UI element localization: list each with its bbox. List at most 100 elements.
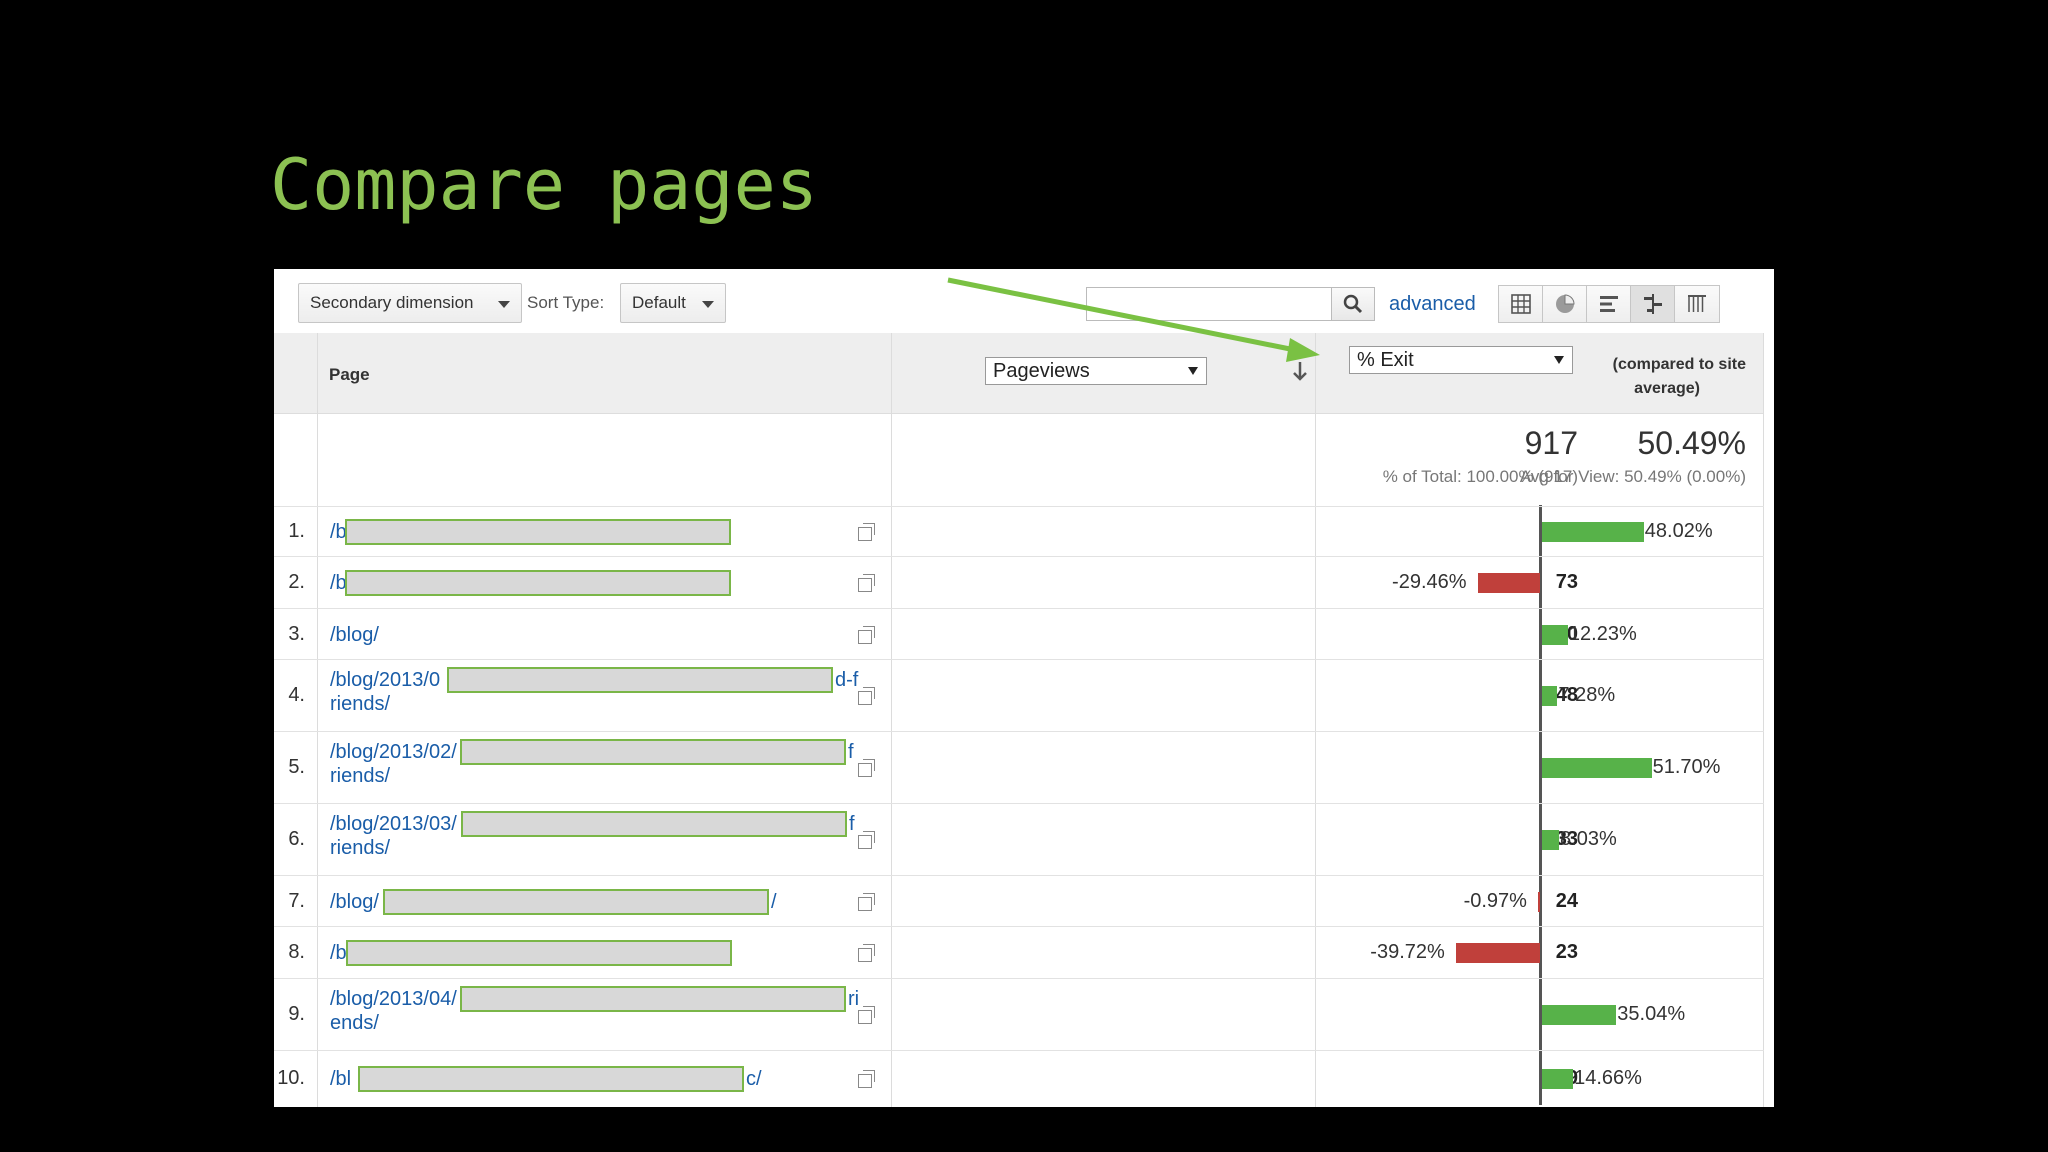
open-page-icon[interactable] xyxy=(858,1006,875,1024)
page-link-line2[interactable]: riends/ xyxy=(330,765,391,787)
page-link[interactable]: /blog/2013/02/ xyxy=(330,740,850,764)
positive-delta-bar xyxy=(1542,758,1652,778)
positive-delta-bar xyxy=(1542,625,1568,645)
delta-label: 35.04% xyxy=(1617,1003,1686,1025)
delta-label: 51.70% xyxy=(1652,756,1721,778)
table-row: 8. /b 23 -39.72% xyxy=(274,926,1764,979)
comparison-axis xyxy=(1539,505,1542,1105)
positive-delta-bar xyxy=(1542,522,1644,542)
sort-type-dropdown[interactable]: Default xyxy=(620,283,726,323)
table-row: 10. /bl c/1914.66% xyxy=(274,1050,1764,1106)
pageviews-value: 22 xyxy=(904,1003,1578,1026)
delta-label: 8.03% xyxy=(1560,828,1617,850)
page-link-line2[interactable]: ends/ xyxy=(330,1012,379,1034)
redaction-box xyxy=(345,570,731,596)
page-link[interactable]: /b xyxy=(330,941,850,965)
page-link[interactable]: /blog/2013/03/ xyxy=(330,812,850,836)
sort-descending-icon[interactable] xyxy=(1292,360,1308,382)
page-link[interactable]: /blog/ xyxy=(330,890,850,914)
chevron-down-icon xyxy=(702,301,714,308)
metric-select[interactable]: Pageviews xyxy=(985,357,1207,385)
pivot-view-icon xyxy=(1688,295,1706,312)
compare-metric-value: % Exit xyxy=(1357,349,1414,371)
open-page-icon[interactable] xyxy=(858,1070,875,1088)
redaction-box xyxy=(461,811,847,837)
table-row: 1. /b 95 48.02% xyxy=(274,506,1764,557)
page-link-suffix[interactable]: ri xyxy=(848,988,860,1010)
pageviews-value: 73 xyxy=(1555,571,1578,593)
page-link-suffix[interactable]: d-f xyxy=(835,669,859,691)
page-link-prefix: /blog/2013/04/ xyxy=(330,988,457,1010)
pageviews-total-sub: % of Total: 100.00% (917) xyxy=(1382,467,1578,486)
table-row: 3. /blog/6012.23% xyxy=(274,608,1764,660)
exit-total-sub: Avg for View: 50.49% (0.00%) xyxy=(1519,467,1746,486)
pageviews-value: 19 xyxy=(904,1067,1578,1090)
redaction-box xyxy=(345,519,731,545)
secondary-dimension-button[interactable]: Secondary dimension xyxy=(298,283,522,323)
pie-view-button[interactable] xyxy=(1543,286,1587,322)
view-switcher xyxy=(1498,285,1720,323)
open-page-icon[interactable] xyxy=(858,759,875,777)
page-link-suffix[interactable]: f xyxy=(848,741,854,763)
pageviews-value: 60 xyxy=(904,623,1578,646)
page-link[interactable]: /blog/2013/04/ xyxy=(330,987,850,1011)
advanced-filter-link[interactable]: advanced xyxy=(1389,293,1476,315)
pie-view-icon xyxy=(1555,294,1575,313)
page-link-prefix: /blog/ xyxy=(330,891,379,913)
page-link-suffix[interactable]: f xyxy=(849,813,855,835)
search-button[interactable] xyxy=(1331,287,1375,321)
compare-metric-select[interactable]: % Exit xyxy=(1349,346,1573,374)
chevron-down-icon xyxy=(498,301,510,308)
redaction-box xyxy=(346,940,732,966)
row-number: 8. xyxy=(288,941,305,963)
delta-label: 48.02% xyxy=(1644,520,1713,542)
negative-delta-bar xyxy=(1477,573,1540,593)
open-page-icon[interactable] xyxy=(858,626,875,644)
open-page-icon[interactable] xyxy=(858,523,875,541)
delta-label: -39.72% xyxy=(1370,941,1445,963)
page-link[interactable]: /bl xyxy=(330,1067,850,1091)
page-link[interactable]: /blog/ xyxy=(330,623,850,647)
table-row: 2. /b 73 -29.46% xyxy=(274,556,1764,609)
column-divider xyxy=(1763,333,1764,1107)
open-page-icon[interactable] xyxy=(858,893,875,911)
page-link[interactable]: /b xyxy=(330,520,850,544)
comparison-view-button[interactable] xyxy=(1631,286,1675,322)
open-page-icon[interactable] xyxy=(858,687,875,705)
row-number: 9. xyxy=(288,1003,305,1025)
pageviews-total: 917 xyxy=(1524,425,1578,461)
open-page-icon[interactable] xyxy=(858,574,875,592)
table-row: 7. /blog/ / 24 -0.97% xyxy=(274,875,1764,927)
slide-title: Compare pages xyxy=(270,144,818,226)
performance-view-button[interactable] xyxy=(1587,286,1631,322)
row-number: 10. xyxy=(277,1067,305,1089)
search-input[interactable] xyxy=(1086,287,1332,321)
page-link-suffix[interactable]: c/ xyxy=(746,1068,762,1090)
secondary-dimension-label: Secondary dimension xyxy=(310,293,474,312)
redaction-box xyxy=(358,1066,744,1092)
row-number: 2. xyxy=(288,571,305,593)
column-divider xyxy=(317,333,318,1107)
page-link-prefix: /bl xyxy=(330,1068,352,1090)
table-view-button[interactable] xyxy=(1499,286,1543,322)
page-link[interactable]: /b xyxy=(330,571,850,595)
sort-type-value: Default xyxy=(632,293,686,312)
pivot-view-button[interactable] xyxy=(1675,286,1719,322)
negative-delta-bar xyxy=(1455,943,1540,963)
redaction-box xyxy=(460,986,846,1012)
page-column-header: Page xyxy=(329,365,370,384)
page-link-line2[interactable]: riends/ xyxy=(330,693,391,715)
page-link-prefix: /blog/2013/03/ xyxy=(330,813,457,835)
page-link[interactable]: /blog/2013/0 xyxy=(330,668,850,692)
page-link-line2[interactable]: riends/ xyxy=(330,837,391,859)
positive-delta-bar xyxy=(1542,1005,1617,1025)
open-page-icon[interactable] xyxy=(858,944,875,962)
open-page-icon[interactable] xyxy=(858,831,875,849)
exit-total: 50.49% xyxy=(1637,425,1746,461)
dropdown-arrow-icon xyxy=(1554,356,1564,364)
page-link-prefix: /blog/ xyxy=(330,624,379,646)
page-link-prefix: /b xyxy=(330,572,347,594)
positive-delta-bar xyxy=(1542,686,1558,706)
analytics-report-panel: Secondary dimension Sort Type: Default a… xyxy=(274,269,1774,1107)
page-link-suffix[interactable]: / xyxy=(771,891,777,913)
